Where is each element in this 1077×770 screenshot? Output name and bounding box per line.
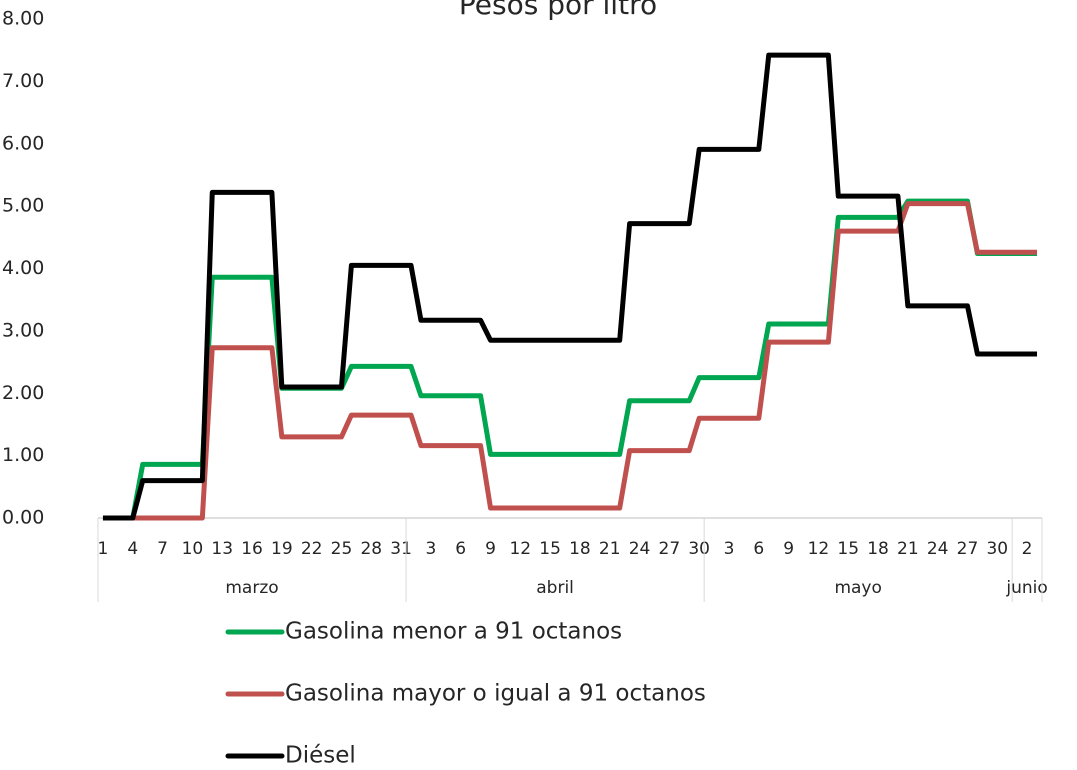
y-tick-label: 5.00: [2, 195, 44, 217]
x-tick-label: 12: [808, 539, 830, 559]
x-tick-label: 31: [390, 539, 412, 559]
x-tick-label: 9: [485, 539, 496, 559]
y-tick-label: 6.00: [2, 132, 44, 154]
y-tick-label: 7.00: [2, 70, 44, 92]
x-tick-label: 15: [837, 539, 859, 559]
month-label: abril: [536, 578, 574, 598]
x-tick-label: 10: [182, 539, 204, 559]
x-tick-label: 6: [455, 539, 466, 559]
x-tick-label: 24: [927, 539, 949, 559]
x-tick-label: 7: [157, 539, 168, 559]
x-tick-label: 24: [629, 539, 651, 559]
x-tick-label: 25: [331, 539, 353, 559]
legend-label: Gasolina mayor o igual a 91 octanos: [285, 681, 706, 707]
y-tick-label: 3.00: [2, 319, 44, 341]
y-tick-label: 4.00: [2, 257, 44, 279]
y-tick-label: 8.00: [2, 8, 44, 30]
x-tick-label: 4: [127, 539, 138, 559]
chart: Pesos por litro 0.00 1.00 2.00 3.00 4.00 5.00…: [0, 0, 1077, 770]
x-tick-label: 27: [659, 539, 681, 559]
month-label: mayo: [834, 578, 881, 598]
x-tick-label: 18: [867, 539, 889, 559]
series-line: [103, 204, 1037, 518]
x-tick-label: 9: [783, 539, 794, 559]
x-tick-label: 1: [98, 539, 109, 559]
x-tick-label: 28: [360, 539, 382, 559]
x-tick-label: 30: [688, 539, 710, 559]
y-tick-label: 2.00: [2, 382, 44, 404]
chart-title: Pesos por litro: [459, 0, 657, 21]
x-tick-label: 15: [539, 539, 561, 559]
y-tick-label: 1.00: [2, 444, 44, 466]
x-tick-label: 30: [986, 539, 1008, 559]
legend-label: Gasolina menor a 91 octanos: [285, 619, 622, 645]
x-tick-label: 3: [425, 539, 436, 559]
month-label: junio: [1005, 578, 1047, 598]
y-tick-label: 0.00: [2, 507, 44, 529]
x-tick-label: 22: [301, 539, 323, 559]
x-tick-label: 19: [271, 539, 293, 559]
x-tick-label: 6: [753, 539, 764, 559]
series-line: [103, 201, 1037, 518]
x-tick-label: 13: [211, 539, 233, 559]
legend-label: Diésel: [285, 743, 356, 769]
x-tick-label: 21: [897, 539, 919, 559]
x-tick-label: 2: [1022, 539, 1033, 559]
month-label: marzo: [225, 578, 278, 598]
x-tick-label: 16: [241, 539, 263, 559]
series-line: [103, 55, 1037, 518]
x-tick-label: 18: [569, 539, 591, 559]
x-tick-label: 27: [957, 539, 979, 559]
x-tick-label: 3: [724, 539, 735, 559]
x-tick-label: 12: [509, 539, 531, 559]
x-tick-label: 21: [599, 539, 621, 559]
